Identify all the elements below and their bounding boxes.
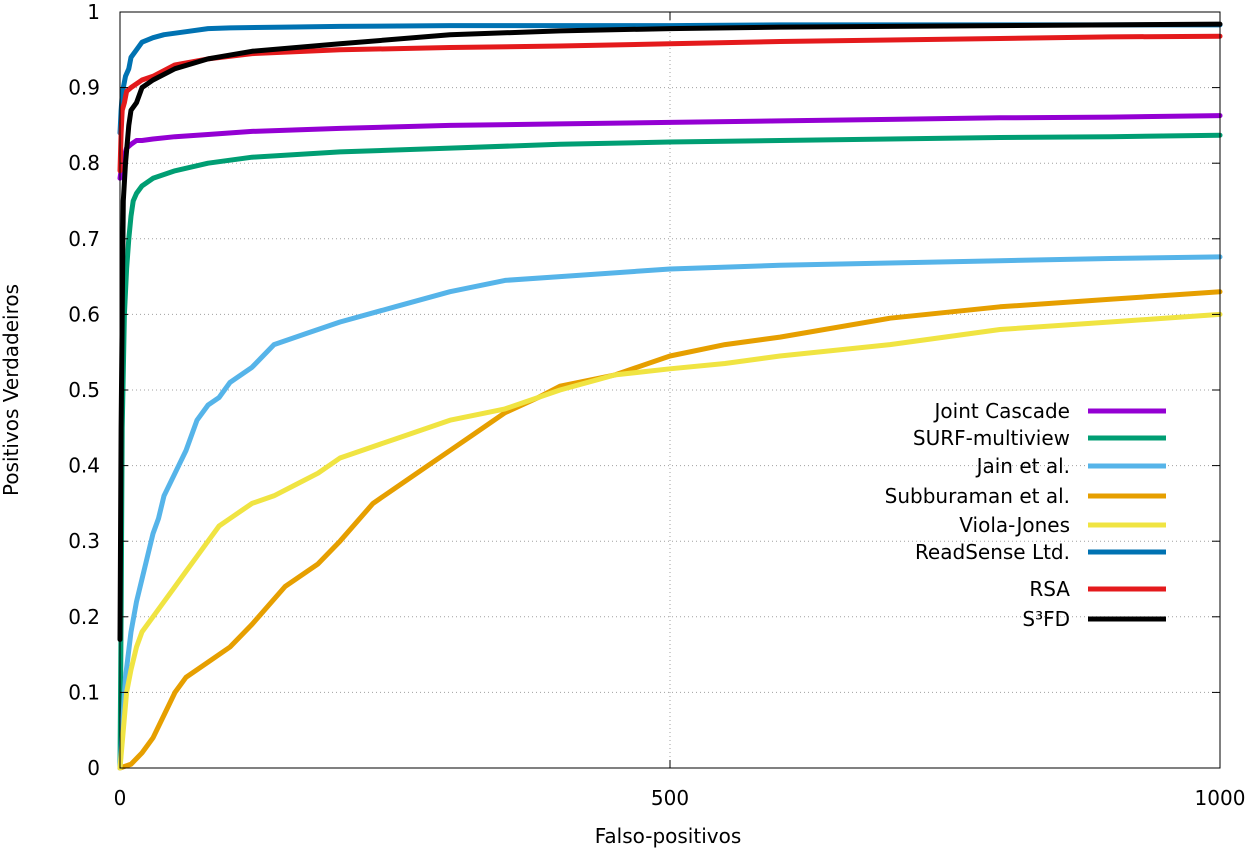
- x-tick-labels: 0 500 1000: [114, 786, 1246, 810]
- legend-label: ReadSense Ltd.: [915, 540, 1070, 564]
- series-line-3: [117, 289, 1223, 771]
- grid-lines: [120, 12, 1220, 768]
- legend-label: Subburaman et al.: [885, 484, 1070, 508]
- y-tick-label: 0.4: [68, 454, 100, 478]
- y-tick-labels: 0 0.1 0.2 0.3 0.4 0.5 0.6 0.7 0.8 0.9 1: [68, 0, 100, 780]
- legend-label: Joint Cascade: [933, 399, 1070, 423]
- legend-label: RSA: [1029, 577, 1070, 601]
- y-tick-label: 0.2: [68, 605, 100, 629]
- x-tick-label: 1000: [1195, 786, 1246, 810]
- series-line-1: [117, 132, 1223, 771]
- y-tick-label: 0.8: [68, 151, 100, 175]
- legend-label: S³FD: [1022, 607, 1070, 631]
- legend: Joint Cascade SURF-multiview Jain et al. Su…: [885, 399, 1166, 631]
- y-tick-label: 0: [87, 756, 100, 780]
- tick-marks: [119, 11, 1221, 769]
- series-layer: [117, 21, 1223, 771]
- x-axis-label: Falso-positivos: [595, 824, 742, 848]
- x-tick-label: 500: [651, 786, 689, 810]
- y-tick-label: 0.7: [68, 227, 100, 251]
- y-tick-label: 1: [87, 0, 100, 24]
- y-tick-label: 0.3: [68, 529, 100, 553]
- y-tick-label: 0.5: [68, 378, 100, 402]
- x-tick-label: 0: [114, 786, 127, 810]
- series-line-2: [117, 254, 1223, 771]
- y-tick-label: 0.9: [68, 76, 100, 100]
- series-line-7: [117, 21, 1223, 642]
- series-line-4: [117, 311, 1223, 771]
- legend-label: SURF-multiview: [913, 426, 1070, 450]
- y-tick-label: 0.6: [68, 302, 100, 326]
- legend-label: Jain et al.: [975, 454, 1070, 478]
- legend-label: Viola-Jones: [959, 513, 1070, 537]
- y-axis-label: Positivos Verdadeiros: [0, 284, 23, 496]
- y-tick-label: 0.1: [68, 680, 100, 704]
